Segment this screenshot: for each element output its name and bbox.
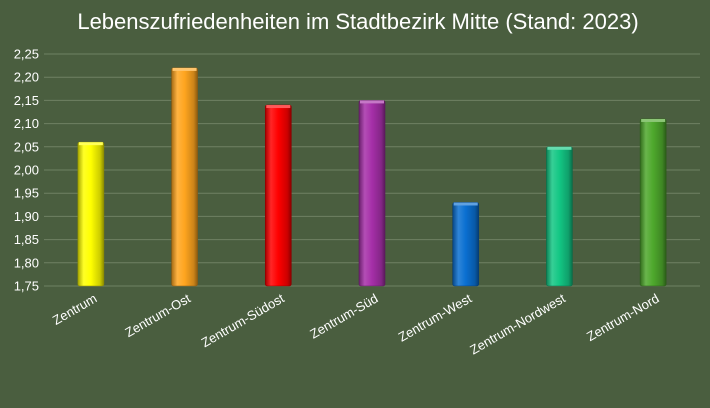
bar-bevel — [453, 202, 478, 206]
bars — [77, 67, 667, 287]
y-tick-label: 2,05 — [14, 139, 39, 154]
bar-zentrum-nord — [639, 118, 667, 287]
bar-zentrum-ost — [171, 67, 198, 287]
x-tick-label: Zentrum — [50, 291, 99, 328]
x-tick-label: Zentrum-Ost — [122, 290, 193, 340]
y-tick-label: 1,75 — [14, 279, 39, 294]
bar-zentrum-südost — [264, 104, 292, 287]
bar-zentrum — [77, 141, 105, 287]
y-axis: 1,75 1,80 1,85 1,90 1,95 2,00 2,05 2,10 2,15 2,20… — [14, 47, 39, 294]
y-tick-label: 1,85 — [14, 232, 39, 247]
x-tick-label: Zentrum-Südost — [199, 290, 288, 350]
y-tick-label: 2,20 — [14, 70, 39, 85]
bar-zentrum-süd — [358, 100, 386, 287]
bar-zentrum-nordwest — [546, 146, 573, 287]
bar-bevel — [78, 142, 103, 146]
bar-bevel — [641, 118, 666, 122]
chart-title: Lebenszufriedenheiten im Stadtbezirk Mit… — [77, 9, 638, 34]
x-tick-label: Zentrum-West — [396, 290, 475, 344]
bar-bevel — [266, 105, 291, 109]
bar-bevel — [360, 100, 384, 104]
bar-zentrum-west — [452, 202, 480, 287]
y-tick-label: 1,90 — [14, 209, 39, 224]
bar-bevel — [172, 67, 197, 71]
y-tick-label: 2,00 — [14, 163, 39, 178]
x-tick-label: Zentrum-Nord — [584, 291, 662, 344]
y-tick-label: 1,80 — [14, 255, 39, 270]
y-tick-label: 2,10 — [14, 116, 39, 131]
y-tick-label: 1,95 — [14, 186, 39, 201]
x-tick-label: Zentrum-Süd — [307, 291, 380, 342]
y-tick-label: 2,25 — [14, 47, 39, 62]
bar-bevel — [547, 146, 572, 150]
x-tick-label: Zentrum-Nordwest — [467, 290, 568, 357]
y-tick-label: 2,15 — [14, 93, 39, 108]
x-axis: Zentrum Zentrum-Ost Zentrum-Südost Zentrum-… — [50, 290, 662, 357]
